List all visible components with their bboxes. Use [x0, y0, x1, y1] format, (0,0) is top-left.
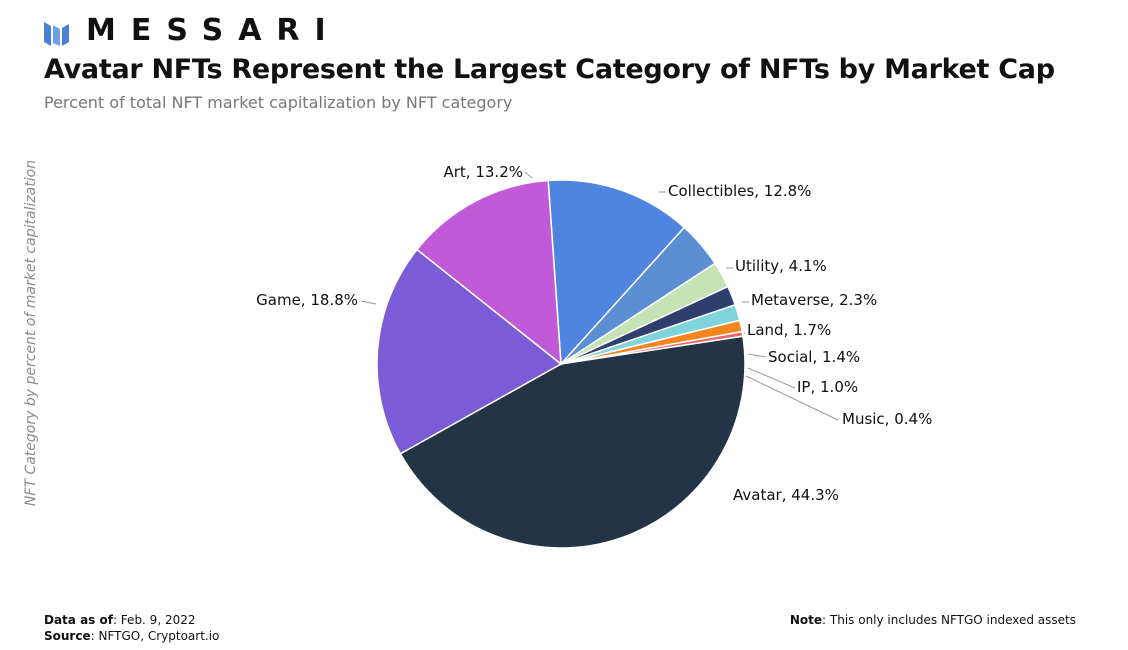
data-label-utility: Utility, 4.1% [735, 257, 827, 275]
data-as-of-value: : Feb. 9, 2022 [112, 613, 196, 627]
data-label-art: Art, 13.2% [444, 163, 524, 181]
chart-subtitle: Percent of total NFT market capitalizati… [44, 93, 513, 112]
pie-slice-collectibles [547, 179, 686, 366]
data-label-collectibles: Collectibles, 12.8% [668, 182, 811, 200]
leader-line-game [360, 300, 377, 305]
source-value: : NFTGO, Cryptoart.io [90, 629, 220, 643]
pie-slice-art [415, 179, 562, 366]
data-label-game: Game, 18.8% [256, 291, 358, 309]
data-label-music: Music, 0.4% [842, 410, 932, 428]
pie-slice-avatar [399, 335, 746, 549]
data-label-social: Social, 1.4% [768, 348, 860, 366]
leader-line-social [747, 353, 767, 358]
data-as-of: Data as of: Feb. 9, 2022 [44, 612, 219, 628]
chart-title: Avatar NFTs Represent the Largest Catego… [44, 54, 1055, 85]
note-label: Note [789, 613, 823, 627]
brand-name: MESSARI [86, 13, 341, 48]
messari-logo-icon [44, 22, 69, 46]
data-label-metaverse: Metaverse, 2.3% [751, 291, 877, 309]
source-label: Source [44, 629, 91, 643]
data-label-avatar: Avatar, 44.3% [733, 486, 839, 504]
data-label-land: Land, 1.7% [747, 321, 831, 339]
pie-slice-game [376, 248, 563, 455]
data-label-ip: IP, 1.0% [797, 378, 858, 396]
leader-line-art [524, 171, 533, 179]
note-value: : This only includes NFTGO indexed asset… [822, 613, 1076, 627]
leader-line-ip [747, 367, 796, 389]
source: Source: NFTGO, Cryptoart.io [44, 628, 219, 644]
data-as-of-label: Data as of [44, 613, 113, 627]
footer-note: Note: This only includes NFTGO indexed a… [790, 612, 1076, 628]
footer-left: Data as of: Feb. 9, 2022 Source: NFTGO, … [44, 612, 219, 644]
leader-line-music [745, 375, 839, 421]
brand: MESSARI [44, 16, 341, 46]
